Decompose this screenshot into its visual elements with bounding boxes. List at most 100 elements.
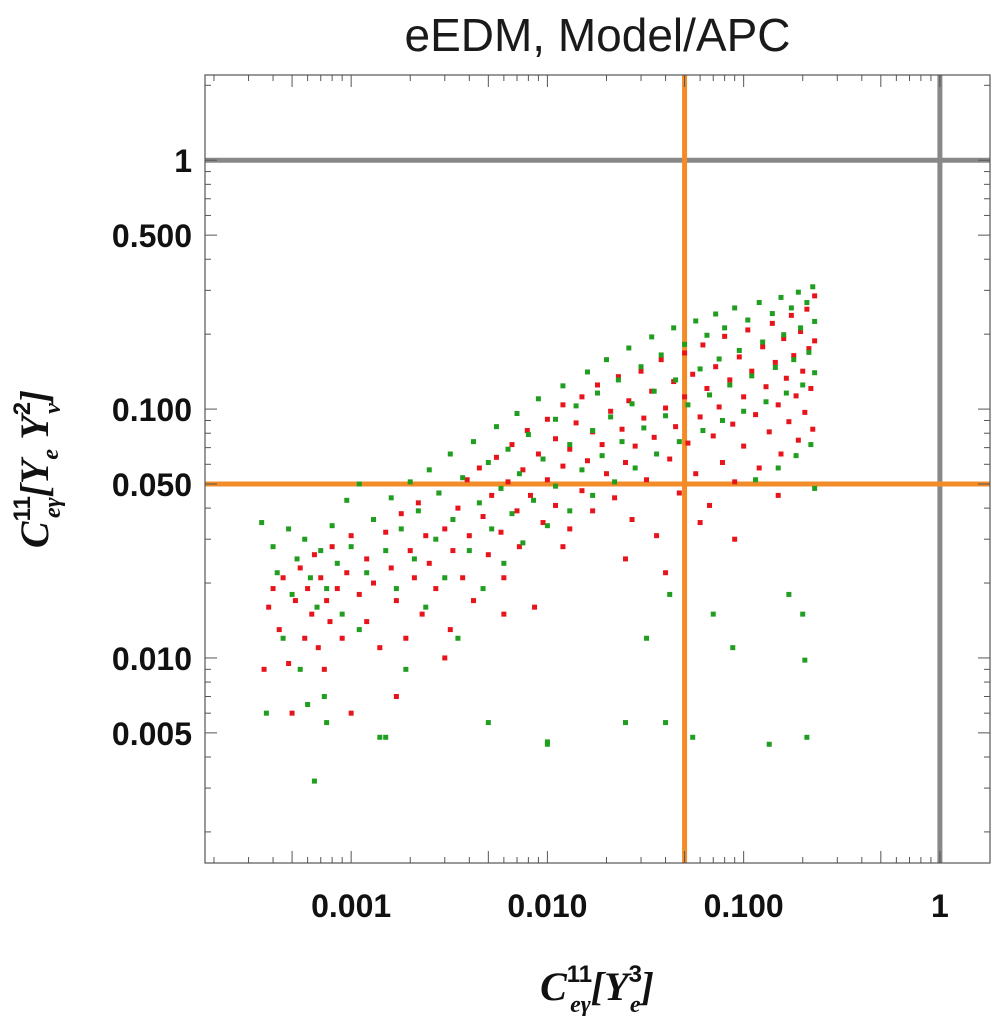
point-s0-84 [608,408,614,414]
point-s1-100 [693,318,699,324]
point-s0-32 [398,511,404,517]
point-s0-46 [460,575,466,581]
point-s0-135 [781,336,787,342]
point-s0-134 [778,451,784,457]
x-tick-label-3: 1 [931,888,949,924]
point-s0-54 [493,454,499,460]
point-s1-4 [280,635,286,641]
point-s0-146 [806,346,812,352]
point-s1-53 [505,446,511,452]
point-s0-109 [697,414,703,420]
point-s1-33 [411,556,417,562]
point-s1-96 [676,439,682,445]
axis-label-part-msub: ν [40,403,66,414]
axis-label-part-bracket: [Y [12,456,57,497]
point-s1-19 [339,611,345,617]
point-s1-122 [769,311,775,317]
point-s1-14 [318,548,324,554]
point-s1-92 [663,413,669,419]
point-s1-115 [745,317,751,323]
point-s0-15 [321,666,327,672]
point-s0-55 [498,529,504,535]
point-s0-72 [560,402,566,408]
point-s0-155 [775,492,781,498]
point-s1-43 [460,475,466,481]
point-s0-26 [364,556,370,562]
point-s0-45 [455,505,461,511]
point-s0-61 [520,467,526,473]
point-s0-98 [658,357,664,363]
point-s1-17 [329,523,335,529]
point-s1-68 [567,508,573,514]
point-s0-30 [388,565,394,571]
point-s1-1 [263,710,269,716]
point-s1-135 [802,657,808,663]
point-s1-101 [697,366,703,372]
axis-label-part-sup: 11 [567,961,592,988]
point-s0-56 [501,575,507,581]
point-s0-159 [393,694,399,700]
point-s1-132 [795,289,801,295]
point-s1-73 [590,492,596,498]
point-s0-77 [579,394,585,400]
point-s0-131 [769,320,775,326]
point-s1-36 [426,467,432,473]
point-s0-106 [685,440,691,446]
point-s1-39 [442,575,448,581]
point-s1-52 [501,560,507,566]
point-s1-45 [470,439,476,445]
point-s1-23 [356,481,362,487]
point-s0-138 [788,312,794,318]
y-tick-label-5: 1 [174,143,192,179]
x-tick-label-0: 0.001 [311,888,391,924]
point-s1-102 [700,428,706,434]
point-s0-152 [663,570,669,576]
point-s0-7 [292,598,298,604]
point-s1-10 [305,702,311,708]
point-s0-17 [327,619,333,625]
point-s1-54 [509,511,515,517]
point-s1-31 [403,666,409,672]
chart-title: eEDM, Model/APC [404,9,791,61]
point-s0-85 [612,495,618,501]
point-s0-145 [804,306,810,312]
point-s0-48 [466,533,472,539]
point-s1-42 [455,635,461,641]
point-s1-80 [619,439,625,445]
point-s1-21 [348,544,354,550]
axis-label-part-close: ] [638,964,654,1009]
point-s1-35 [423,604,429,610]
point-s1-16 [324,586,330,592]
point-s0-60 [516,544,522,550]
point-s1-40 [447,451,453,457]
point-s1-41 [450,517,456,523]
point-s1-9 [302,536,308,542]
point-s0-133 [775,402,781,408]
point-s0-82 [599,442,605,448]
point-s1-147 [485,720,491,726]
point-s0-27 [371,580,377,586]
axis-label-part-bracket: [Y [591,964,632,1009]
point-s0-93 [641,415,647,421]
x-axis-label: C11 eγ[Y3 e] [540,961,654,1016]
point-s0-129 [763,384,769,390]
point-s0-13 [315,645,321,651]
point-s1-124 [775,465,781,471]
point-s1-128 [786,591,792,597]
point-s1-111 [730,645,736,651]
point-s1-57 [520,540,526,546]
point-s1-114 [741,408,747,414]
point-s0-1 [266,604,272,610]
point-s0-127 [756,465,762,471]
point-s1-74 [595,390,600,396]
point-s1-107 [716,356,722,362]
point-s1-108 [719,417,725,423]
point-s1-77 [608,414,614,420]
point-s1-119 [760,339,766,345]
point-s0-40 [433,586,439,592]
point-s0-137 [786,419,792,425]
point-s1-118 [756,300,762,306]
point-s0-42 [442,526,448,532]
point-s0-114 [713,364,719,370]
point-s0-28 [377,645,383,651]
